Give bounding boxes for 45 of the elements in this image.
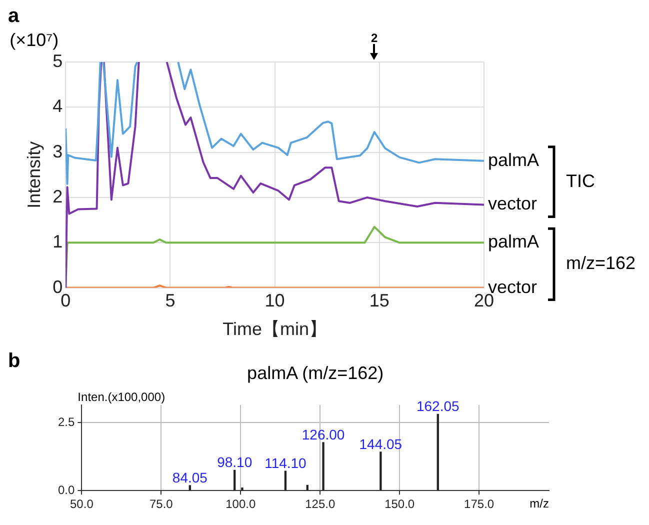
- y-tick-label: 3: [52, 141, 63, 162]
- y-tick-label: 0: [52, 276, 63, 297]
- y-tick-label: 1: [52, 232, 63, 252]
- text: 2: [371, 31, 378, 45]
- y-tick-label: 4: [52, 96, 63, 116]
- text: TIC: [566, 170, 595, 191]
- x-tick-label: 150.0: [384, 497, 415, 512]
- y-axis-title: Inten.(x100,000): [78, 390, 166, 404]
- x-tick-label: 125.0: [305, 497, 336, 512]
- x-axis-title: m/z: [530, 496, 549, 511]
- y-tick-label: 2.5: [58, 414, 75, 429]
- annotation: 126.00: [302, 426, 345, 442]
- y-tick-label: 2: [52, 186, 63, 206]
- bar: [234, 470, 236, 490]
- series-label: palmA: [488, 232, 540, 252]
- x-axis-title: Time【min】: [222, 319, 327, 340]
- x-tick-label: 175.0: [464, 497, 494, 512]
- bar: [380, 452, 382, 490]
- x-tick-label: 10: [264, 290, 285, 311]
- annotation: 84.05: [172, 469, 208, 486]
- bar: [322, 442, 324, 490]
- bar: [241, 488, 244, 490]
- y-axis-title: Intensity: [24, 141, 44, 208]
- text: (×10⁷): [10, 30, 59, 50]
- annotation: 144.05: [359, 436, 402, 452]
- bar: [436, 414, 439, 490]
- series-label: vector: [488, 194, 538, 214]
- annotation: 114.10: [264, 455, 307, 472]
- annotation: 98.10: [217, 454, 252, 470]
- y-tick-label: 5: [52, 50, 63, 71]
- x-tick-label: 50.0: [70, 497, 94, 512]
- text: a: [8, 5, 20, 27]
- series-label: palmA: [488, 150, 540, 170]
- x-tick-label: 75.0: [149, 497, 174, 512]
- y-tick-label: 0.0: [58, 482, 75, 497]
- chart-title: palmA (m/z=162): [247, 363, 384, 383]
- x-tick-label: 100.0: [226, 497, 256, 512]
- bar: [306, 484, 308, 490]
- annotation: 162.05: [416, 398, 460, 414]
- text: m/z=162: [566, 253, 636, 274]
- x-tick-label: 5: [165, 290, 176, 311]
- text: b: [8, 350, 20, 372]
- bar: [284, 470, 287, 490]
- bar: [188, 485, 192, 490]
- x-tick-label: 15: [369, 290, 390, 311]
